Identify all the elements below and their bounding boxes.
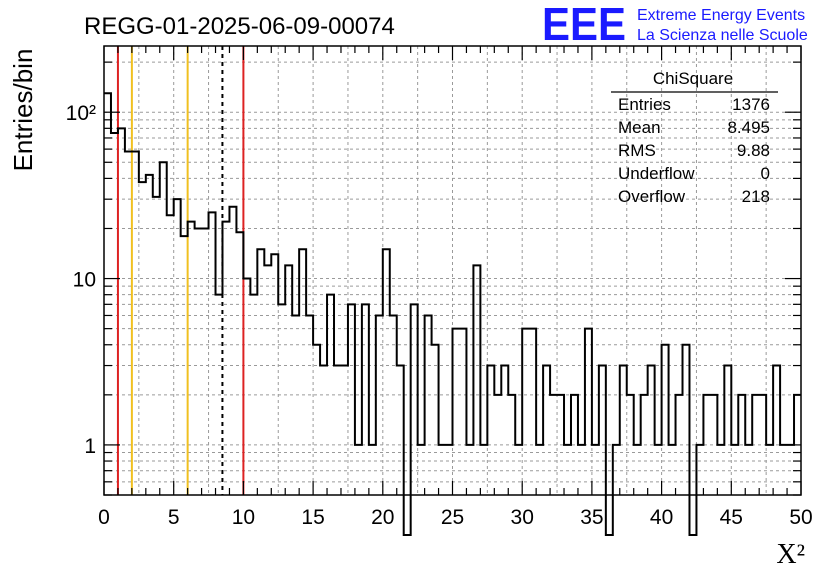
y-tick-label: 1	[84, 435, 96, 458]
eee-logo: EEE Extreme Energy Events La Scienza nel…	[542, 0, 808, 50]
x-tick-label: 30	[511, 506, 534, 529]
stats-value: 9.88	[737, 141, 770, 160]
stats-title: ChiSquare	[653, 69, 733, 88]
y-tick-label: 10	[73, 269, 96, 292]
stats-label: Overflow	[618, 187, 686, 206]
stats-label: RMS	[618, 141, 656, 160]
x-tick-label: 25	[441, 506, 464, 529]
x-tick-label: 20	[371, 506, 394, 529]
x-tick-label: 5	[168, 506, 180, 529]
stats-label: Mean	[618, 118, 661, 137]
y-tick-label: 10²	[66, 102, 96, 125]
x-axis-label: X²	[776, 539, 805, 570]
stats-label: Entries	[618, 95, 671, 114]
x-tick-label: 0	[98, 506, 110, 529]
x-tick-label: 50	[789, 506, 812, 529]
x-tick-label: 40	[650, 506, 673, 529]
reference-lines	[116, 46, 245, 495]
x-tick-label: 10	[232, 506, 255, 529]
logo-line-2: La Scienza nelle Scuole	[637, 27, 808, 44]
stats-box: ChiSquare Entries 1376 Mean 8.495 RMS 9.88 Und…	[611, 69, 778, 206]
stats-value: 8.495	[727, 118, 770, 137]
stats-value: 218	[742, 187, 770, 206]
eee-logo-text: EEE	[542, 0, 626, 50]
stats-value: 0	[761, 164, 770, 183]
tick-labels: 0 5 10 15 20 25 30 35 40 45 50 1 10 10²	[66, 102, 813, 529]
run-title: REGG-01-2025-06-09-00074	[84, 13, 395, 40]
histogram-step-line	[104, 92, 801, 536]
x-tick-label: 15	[301, 506, 324, 529]
stats-value: 1376	[732, 95, 770, 114]
x-tick-label: 35	[580, 506, 603, 529]
y-axis-label: Entries/bin	[8, 49, 38, 172]
stats-label: Underflow	[618, 164, 695, 183]
axis-ticks	[103, 46, 802, 496]
logo-line-1: Extreme Energy Events	[637, 7, 805, 24]
x-tick-label: 45	[720, 506, 743, 529]
